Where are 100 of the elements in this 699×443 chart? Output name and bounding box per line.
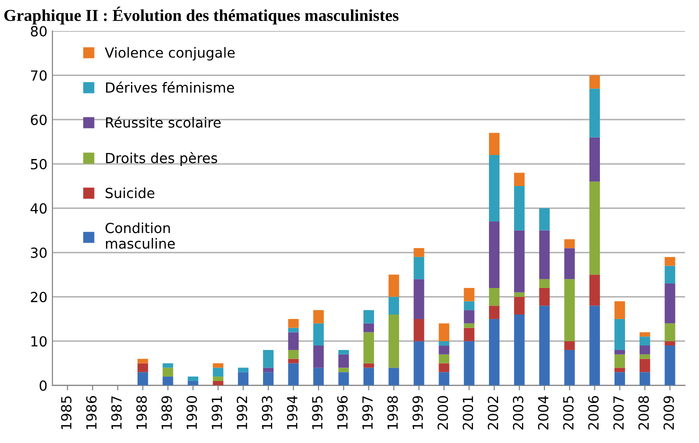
bar [388,368,400,386]
bar [514,292,525,297]
x-tick-label: 2003 [512,396,524,430]
bar [640,372,650,386]
y-tick-label: 60 [30,114,47,126]
bar [313,310,324,324]
x-tick-label: 1995 [312,396,323,429]
bar [138,363,148,372]
legend-label: Droits des pères [106,152,218,166]
bar [488,132,500,156]
y-tick-label: 40 [30,203,47,214]
bar [414,256,424,280]
bar [438,372,450,386]
bar [162,363,174,368]
legend-label: Dérives féminisme [106,81,234,93]
bar [438,363,450,372]
bar [313,368,324,386]
bar [564,279,575,342]
bar [514,230,525,292]
legend-label: Violence conjugale [104,47,235,60]
bar [313,323,324,346]
bar [539,306,550,386]
bar [438,354,450,364]
legend-label: Réussite scolaire [106,116,221,128]
y-tick-label: 20 [30,292,47,302]
bar [263,350,274,368]
bar [363,368,374,386]
bar [488,318,500,386]
x-tick-label: 2009 [663,396,674,430]
x-tick-label: 1994 [286,396,298,429]
bar [138,358,148,364]
bar [664,284,676,324]
bar [212,376,224,381]
bar [664,266,676,284]
x-tick-label: 2005 [563,396,574,430]
bar [564,239,575,248]
bar [488,155,500,222]
bar [438,323,450,342]
bar [212,368,224,377]
bar [363,363,374,368]
bar [288,363,299,386]
bar [614,368,626,372]
bar [614,354,626,368]
x-tick-label: 2008 [638,396,649,430]
bar [162,368,174,377]
bar [263,372,274,386]
y-tick-label: 0 [40,380,47,391]
bar [313,346,324,368]
bar [640,346,650,354]
legend-label: Condition masculine [106,222,175,249]
bar [188,376,198,381]
bar [414,341,424,386]
bar [564,248,575,280]
x-tick-label: 1990 [186,396,198,429]
x-tick-label: 1989 [161,396,172,429]
x-tick-label: 2004 [538,396,548,430]
bar [388,314,400,368]
x-tick-label: 1986 [86,396,97,429]
bar [212,380,224,386]
x-tick-label: 2006 [588,396,599,430]
bar [288,332,299,350]
bar [514,296,525,315]
bar [363,310,374,324]
bar [539,230,550,280]
bar [589,182,600,275]
bar [238,368,248,372]
bar [414,248,424,257]
x-tick-label: 1998 [387,396,398,429]
bar [438,346,450,354]
bar [614,318,626,350]
x-tick-label: 1999 [412,396,423,429]
bar [589,306,600,386]
bar [363,332,374,364]
bar [464,301,474,310]
bar [464,328,474,342]
x-tick-label: 1992 [236,396,248,429]
bar [488,306,500,319]
x-tick-label: 1991 [212,396,222,429]
bar [388,296,400,315]
bar [464,323,474,328]
x-tick-label: 1987 [111,396,122,429]
legend-label: Suicide [106,187,154,198]
y-tick-label: 10 [31,336,47,347]
bar [539,279,550,288]
bar [188,380,198,386]
y-tick-label: 30 [30,247,47,258]
bar [539,288,550,306]
bar [288,350,299,359]
y-tick-label: 80 [30,26,47,36]
bar [464,288,474,302]
bar [664,323,676,342]
x-tick-label: 1988 [136,396,147,429]
x-tick-label: 2001 [462,396,474,430]
bar [664,341,676,346]
bar [589,75,600,89]
bar [564,341,575,350]
bar [614,350,626,354]
bar [414,318,424,342]
bar [162,376,174,386]
bar [414,279,424,319]
